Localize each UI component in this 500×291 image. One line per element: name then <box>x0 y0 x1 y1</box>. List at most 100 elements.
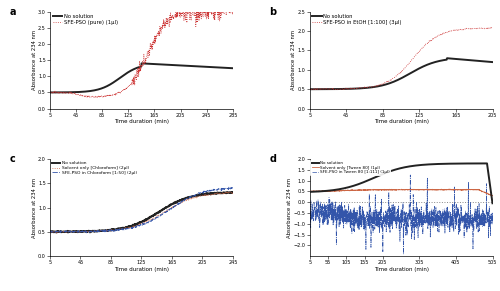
No solution <box>80 229 86 233</box>
Solvent only [Tween 80] (1μl) <box>490 194 496 197</box>
SFE-PSO in EtOH [1:100] (3μl) <box>394 74 400 78</box>
No solution <box>47 230 53 234</box>
No solution <box>406 72 411 76</box>
No solution <box>486 60 492 63</box>
SFE-PSO (pure) (1μl) <box>58 90 64 94</box>
No solution <box>230 66 236 70</box>
No solution <box>490 60 496 64</box>
SFE-PSO in Chloroform [1:50] (2μl) <box>130 225 136 229</box>
X-axis label: Time duration (min): Time duration (min) <box>114 119 169 124</box>
Line: No solution: No solution <box>50 192 233 233</box>
No solution <box>138 62 144 65</box>
Line: Solvent only [Tween 80] (1μl): Solvent only [Tween 80] (1μl) <box>310 189 492 196</box>
SFE-PSO in Tween 80 [1:111] (1μl) <box>368 234 374 237</box>
X-axis label: Time duration (min): Time duration (min) <box>374 267 428 272</box>
No solution <box>130 224 136 228</box>
SFE-PSO in EtOH [1:100] (3μl) <box>395 73 401 77</box>
Solvent only [Chloroform] (2μl) <box>53 231 59 235</box>
X-axis label: Time duration (min): Time duration (min) <box>374 119 428 124</box>
Legend: No solution, SFE-PSO (pure) (1μl): No solution, SFE-PSO (pure) (1μl) <box>51 13 120 27</box>
No solution <box>306 190 312 194</box>
No solution <box>406 165 412 168</box>
Solvent only [Chloroform] (2μl) <box>80 230 86 233</box>
SFE-PSO (pure) (1μl) <box>94 96 100 100</box>
No solution <box>185 196 191 199</box>
Y-axis label: Absorbance at 234 nm: Absorbance at 234 nm <box>32 30 36 90</box>
SFE-PSO in Tween 80 [1:111] (1μl) <box>490 214 496 218</box>
Solvent only [Tween 80] (1μl) <box>338 189 344 193</box>
SFE-PSO in EtOH [1:100] (3μl) <box>308 88 314 92</box>
Solvent only [Chloroform] (2μl) <box>170 205 175 208</box>
SFE-PSO in EtOH [1:100] (3μl) <box>457 28 463 32</box>
No solution <box>444 56 450 60</box>
SFE-PSO in EtOH [1:100] (3μl) <box>486 26 492 29</box>
Solvent only [Chloroform] (2μl) <box>155 214 161 218</box>
Solvent only [Chloroform] (2μl) <box>185 198 191 202</box>
No solution <box>58 91 64 94</box>
No solution <box>306 88 312 91</box>
Solvent only [Chloroform] (2μl) <box>227 190 233 194</box>
SFE-PSO in Chloroform [1:50] (2μl) <box>80 229 86 233</box>
SFE-PSO in Chloroform [1:50] (2μl) <box>230 187 236 190</box>
Line: Solvent only [Chloroform] (2μl): Solvent only [Chloroform] (2μl) <box>50 192 233 233</box>
No solution <box>204 65 210 69</box>
No solution <box>490 202 496 205</box>
SFE-PSO in EtOH [1:100] (3μl) <box>486 26 492 30</box>
SFE-PSO in Tween 80 [1:111] (1μl) <box>403 233 409 237</box>
Line: SFE-PSO in Tween 80 [1:111] (1μl): SFE-PSO in Tween 80 [1:111] (1μl) <box>310 175 492 254</box>
Solvent only [Tween 80] (1μl) <box>368 188 374 191</box>
SFE-PSO in Tween 80 [1:111] (1μl) <box>408 173 414 177</box>
SFE-PSO in Tween 80 [1:111] (1μl) <box>386 213 392 217</box>
SFE-PSO (pure) (1μl) <box>47 91 53 94</box>
Legend: No solution, Solvent only [Tween 80] (1μl), SFE-PSO in Tween 80 [1:111] (1μl): No solution, Solvent only [Tween 80] (1μ… <box>310 160 392 176</box>
SFE-PSO in Chloroform [1:50] (2μl) <box>47 231 53 234</box>
No solution <box>416 67 422 70</box>
SFE-PSO (pure) (1μl) <box>154 34 160 38</box>
SFE-PSO in EtOH [1:100] (3μl) <box>490 27 496 31</box>
Line: SFE-PSO in Chloroform [1:50] (2μl): SFE-PSO in Chloroform [1:50] (2μl) <box>50 187 233 233</box>
No solution <box>394 78 400 82</box>
SFE-PSO (pure) (1μl) <box>158 29 164 33</box>
SFE-PSO (pure) (1μl) <box>230 7 236 10</box>
SFE-PSO in Chloroform [1:50] (2μl) <box>155 216 161 219</box>
Solvent only [Chloroform] (2μl) <box>94 229 100 233</box>
Solvent only [Tween 80] (1μl) <box>331 189 337 193</box>
No solution <box>154 63 160 66</box>
Y-axis label: Absorbance at 234 nm: Absorbance at 234 nm <box>287 178 292 238</box>
No solution <box>402 165 408 169</box>
SFE-PSO in Tween 80 [1:111] (1μl) <box>306 203 312 207</box>
SFE-PSO (pure) (1μl) <box>205 0 211 2</box>
Solvent only [Chloroform] (2μl) <box>130 225 136 228</box>
Solvent only [Tween 80] (1μl) <box>386 188 392 191</box>
Text: b: b <box>270 7 276 17</box>
SFE-PSO in Chloroform [1:50] (2μl) <box>94 230 100 234</box>
Y-axis label: Absorbance at 234 nm: Absorbance at 234 nm <box>292 30 296 90</box>
SFE-PSO (pure) (1μl) <box>164 22 170 25</box>
Y-axis label: Absorbance at 234 nm: Absorbance at 234 nm <box>32 178 36 238</box>
No solution <box>338 187 344 191</box>
No solution <box>186 64 192 68</box>
Solvent only [Tween 80] (1μl) <box>306 189 312 193</box>
SFE-PSO in EtOH [1:100] (3μl) <box>306 88 312 91</box>
No solution <box>331 188 337 192</box>
Legend: No solution, SFE-PSO in EtOH [1:100] (3μl): No solution, SFE-PSO in EtOH [1:100] (3μ… <box>310 13 404 27</box>
Solvent only [Tween 80] (1μl) <box>406 188 412 191</box>
Legend: No solution, Solvent only [Chloroform] (2μl), SFE-PSO in Chloroform [1:50] (2μl): No solution, Solvent only [Chloroform] (… <box>51 160 138 176</box>
No solution <box>386 170 392 173</box>
SFE-PSO (pure) (1μl) <box>186 8 192 12</box>
Line: No solution: No solution <box>310 164 492 203</box>
No solution <box>94 229 100 233</box>
No solution <box>229 190 235 194</box>
No solution <box>170 202 175 206</box>
Solvent only [Chloroform] (2μl) <box>230 191 236 194</box>
Line: No solution: No solution <box>310 58 492 89</box>
SFE-PSO in EtOH [1:100] (3μl) <box>406 62 412 65</box>
SFE-PSO in Tween 80 [1:111] (1μl) <box>406 216 412 219</box>
Text: c: c <box>10 154 16 164</box>
Solvent only [Tween 80] (1μl) <box>489 194 495 198</box>
SFE-PSO in Chloroform [1:50] (2μl) <box>185 196 191 200</box>
Line: SFE-PSO (pure) (1μl): SFE-PSO (pure) (1μl) <box>50 0 233 98</box>
Solvent only [Chloroform] (2μl) <box>47 230 53 234</box>
X-axis label: Time duration (min): Time duration (min) <box>114 267 169 272</box>
No solution <box>47 91 53 94</box>
